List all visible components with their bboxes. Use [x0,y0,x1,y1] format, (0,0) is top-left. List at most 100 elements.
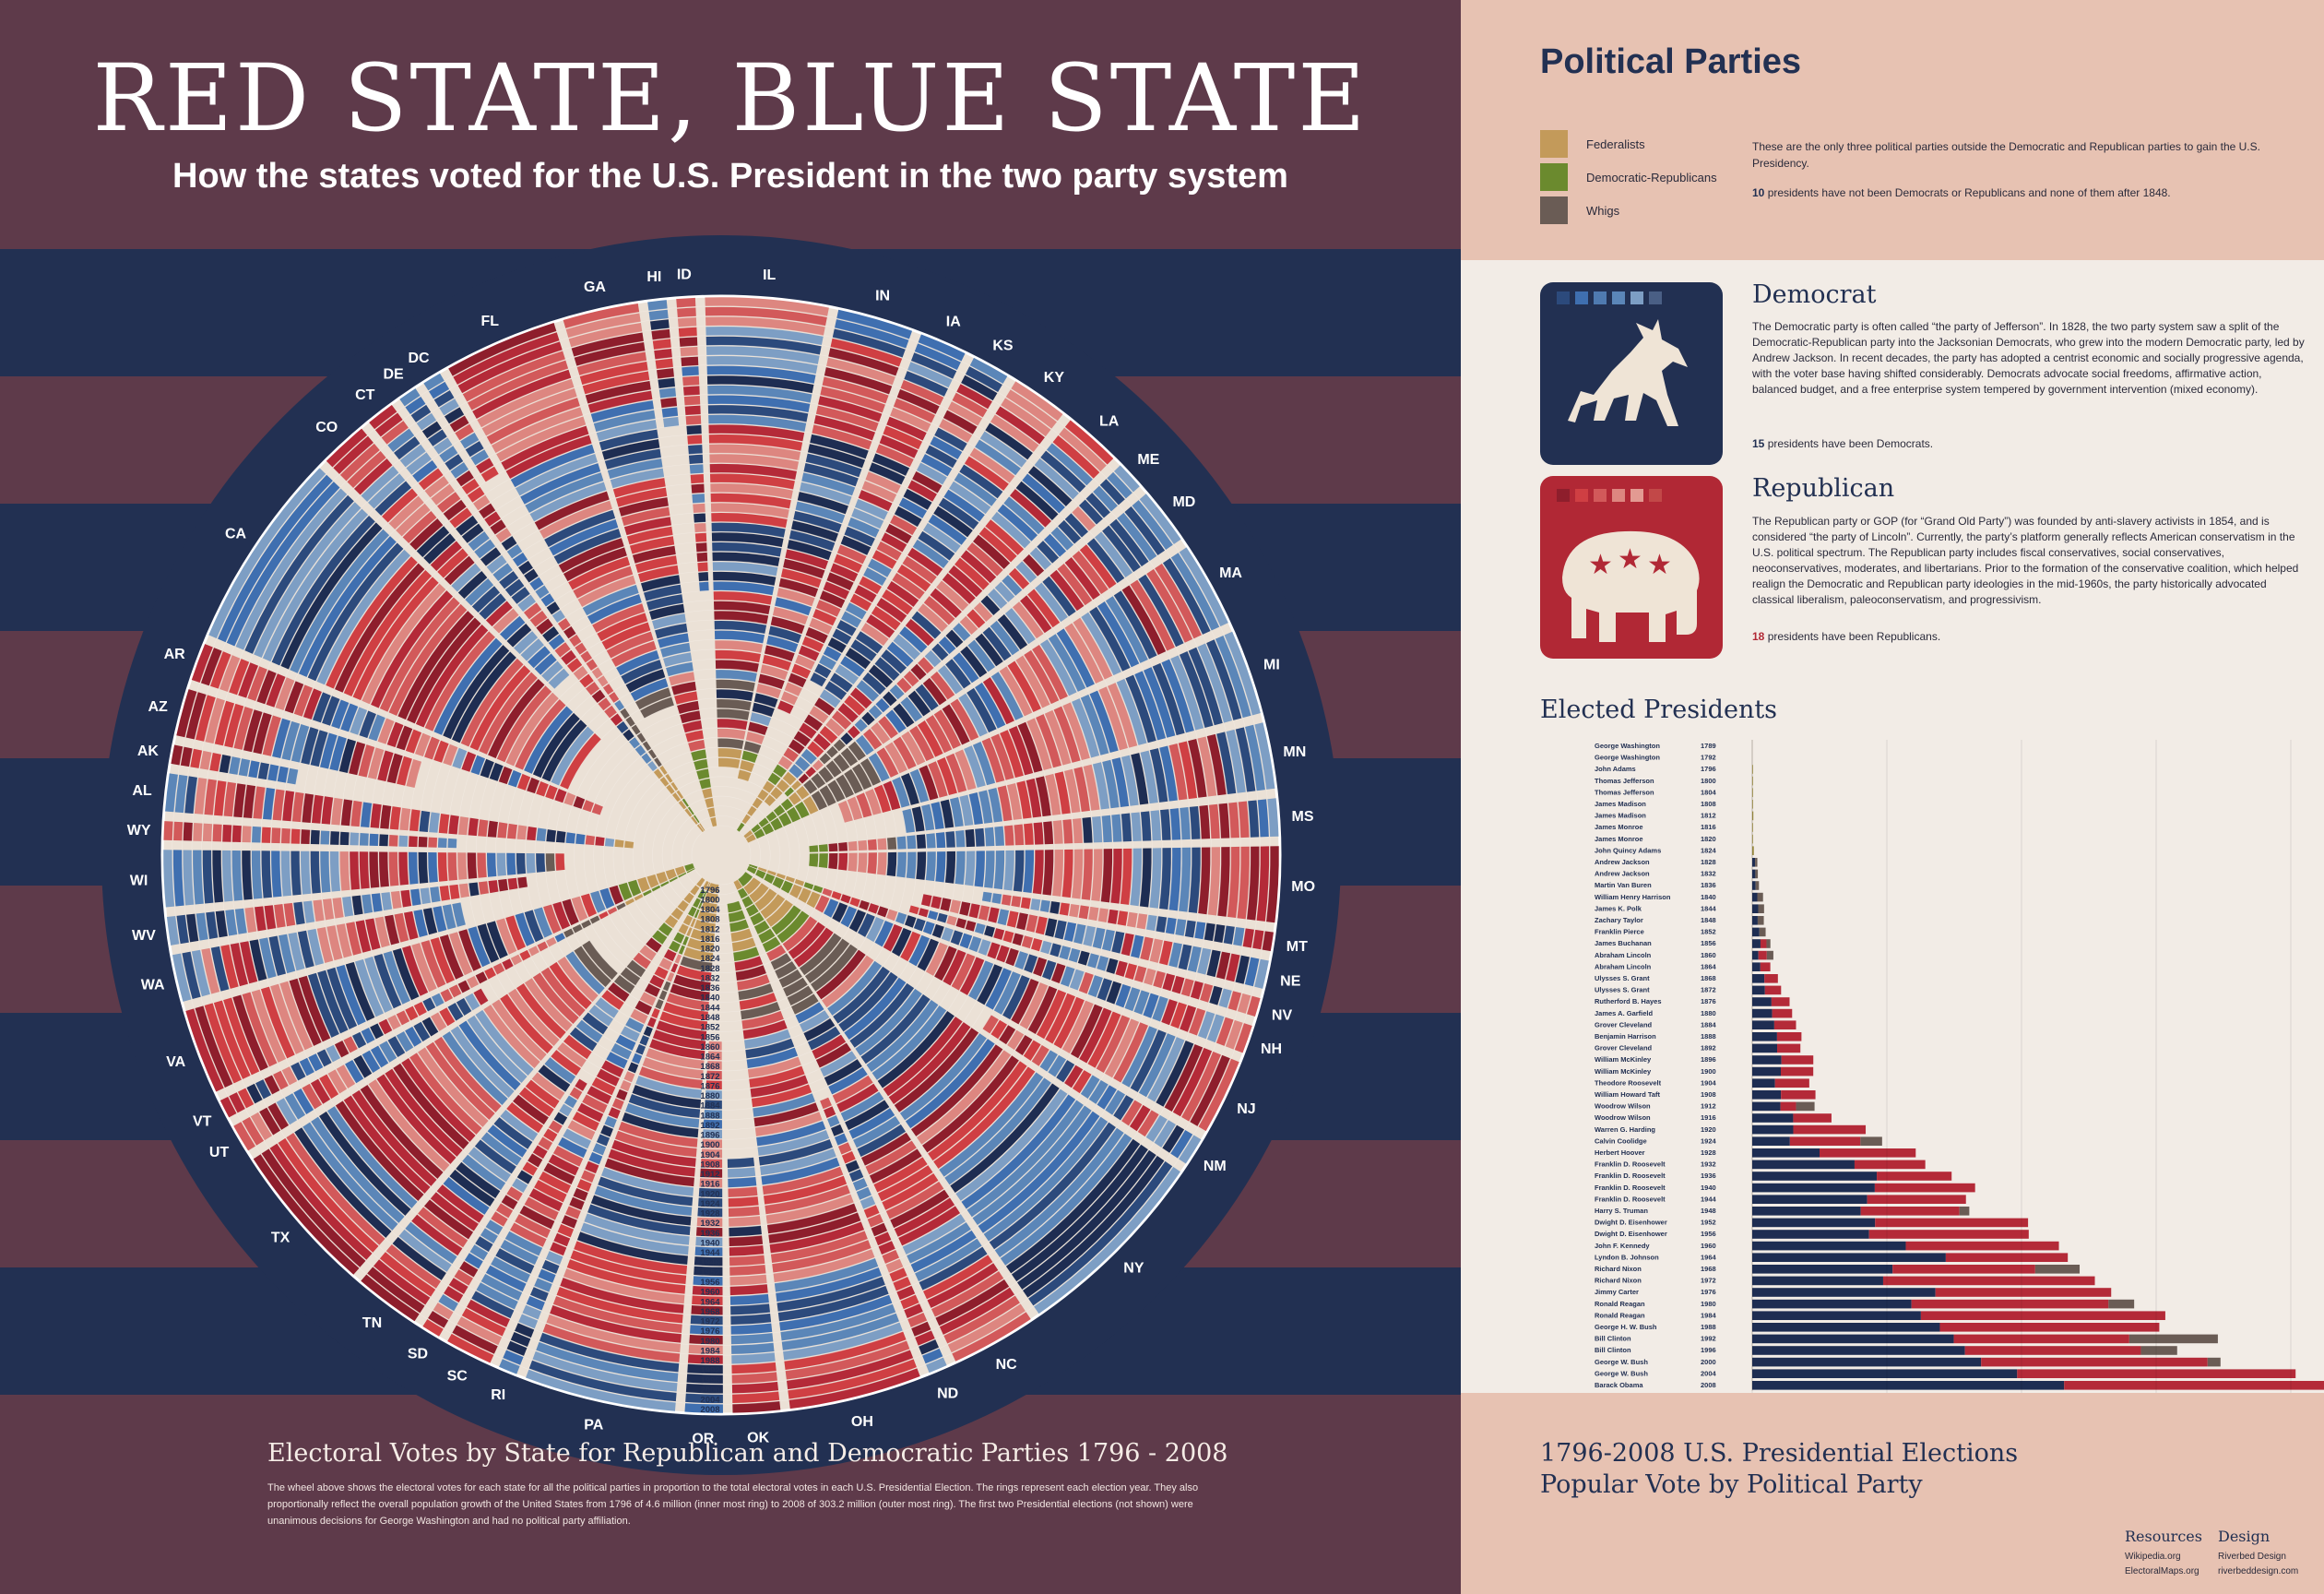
wheel-segment [877,1010,954,1088]
ring-line [583,717,860,993]
wheel-segment [233,707,254,750]
wheel-segment [500,1239,539,1266]
wheel-segment [712,552,780,567]
republican-logo: ★ ★ ★ [1540,476,1723,659]
wheel-segment [1072,1069,1092,1094]
wheel-segment [585,1160,599,1174]
wheel-segment [844,695,866,716]
wheel-segment [974,851,985,887]
wheel-segment [437,548,468,578]
wheel-segment [456,470,474,487]
wheel-segment [687,937,715,952]
wheel-segment [692,1295,723,1305]
state-label: OH [851,1414,873,1430]
wheel-segment [685,1383,723,1394]
wheel-segment [570,1250,687,1285]
wheel-segment [658,377,675,389]
wheel-segment [809,845,819,852]
wheel-segment [1007,660,1041,713]
wheel-segment [471,1291,515,1319]
wheel-segment [1178,944,1192,970]
wheel-segment [849,897,860,908]
state-label: IN [875,289,890,304]
wheel-segment [409,1053,482,1135]
wheel-segment [767,772,781,786]
wheel-segment [918,908,929,918]
wheel-segment [1089,606,1131,672]
state-label: NJ [1237,1101,1255,1117]
president-label: William Henry Harrison [1595,893,1671,901]
wheel-segment [849,982,915,1048]
wheel-segment [699,1178,723,1188]
wheel-segment [488,880,499,894]
wheel-segment [532,1145,548,1160]
wheel-segment [465,578,494,606]
wheel-segment [539,1332,680,1373]
wheel-segment [532,972,579,1025]
wheel-segment [587,1204,691,1236]
wheel-segment [477,923,500,963]
ring-line [485,619,957,1091]
wheel-segment [230,943,249,987]
wheel-segment [753,920,770,934]
wheel-segment [730,1342,775,1354]
wheel-segment [418,468,444,491]
wheel-segment [1206,639,1242,720]
wheel-segment [488,678,545,759]
wheel-segment [501,1195,518,1210]
wheel-segment [883,425,923,450]
legend-item-whigs: Whigs [1540,196,1619,224]
wheel-segment [176,914,189,945]
wheel-segment [851,507,884,529]
wheel-segment [1143,993,1159,1018]
wheel-segment [879,434,919,458]
wheel-segment [1027,985,1058,1034]
wheel-segment [706,336,822,355]
wheel-segment [828,843,838,852]
wheel-segment [293,901,305,925]
wheel-segment [890,515,918,536]
wheel-segment [574,342,646,366]
year-label: 1844 [700,1003,720,1013]
wheel-segment [502,958,514,970]
wheel-segment [714,630,765,644]
wheel-segment [670,963,679,973]
wheel-segment [238,758,251,777]
wheel-segment [715,660,759,672]
wheel-segment [848,852,858,872]
wheel-segment [822,376,889,404]
year-label: 1816 [700,934,719,945]
design-link[interactable]: riverbeddesign.com [2218,1566,2299,1576]
wheel-segment [966,687,997,733]
wheel-segment [823,898,839,918]
wheel-segment [833,966,890,1024]
wheel-segment [731,937,756,952]
wheel-segment [961,375,998,401]
wheel-segment [565,313,641,339]
wheel-segment [632,1053,643,1065]
wheel-segment [506,823,518,839]
resource-link[interactable]: ElectoralMaps.org [2125,1566,2200,1576]
wheel-segment [696,824,705,833]
wheel-segment [714,620,767,635]
wheel-segment [997,909,1010,926]
wheel-segment [326,428,368,468]
wheel-segment [802,796,819,815]
wheel-segment [964,456,1009,492]
wheel-segment [621,660,663,684]
wheel-segment [1116,678,1147,745]
wheel-segment [461,751,477,772]
wheel-segment [646,1048,705,1069]
wheel-segment [1105,596,1148,663]
wheel-segment [1048,1054,1067,1077]
wheel-segment [646,874,659,888]
wheel-segment [642,1057,704,1079]
ring-line [318,452,1124,1258]
wheel-segment [916,834,927,849]
wheel-segment [572,923,583,934]
wheel-segment [965,366,1002,393]
resource-link[interactable]: Wikipedia.org [2125,1552,2181,1562]
wheel-segment [1026,778,1042,818]
wheel-segment [836,544,867,565]
wheel-segment [1029,547,1052,570]
